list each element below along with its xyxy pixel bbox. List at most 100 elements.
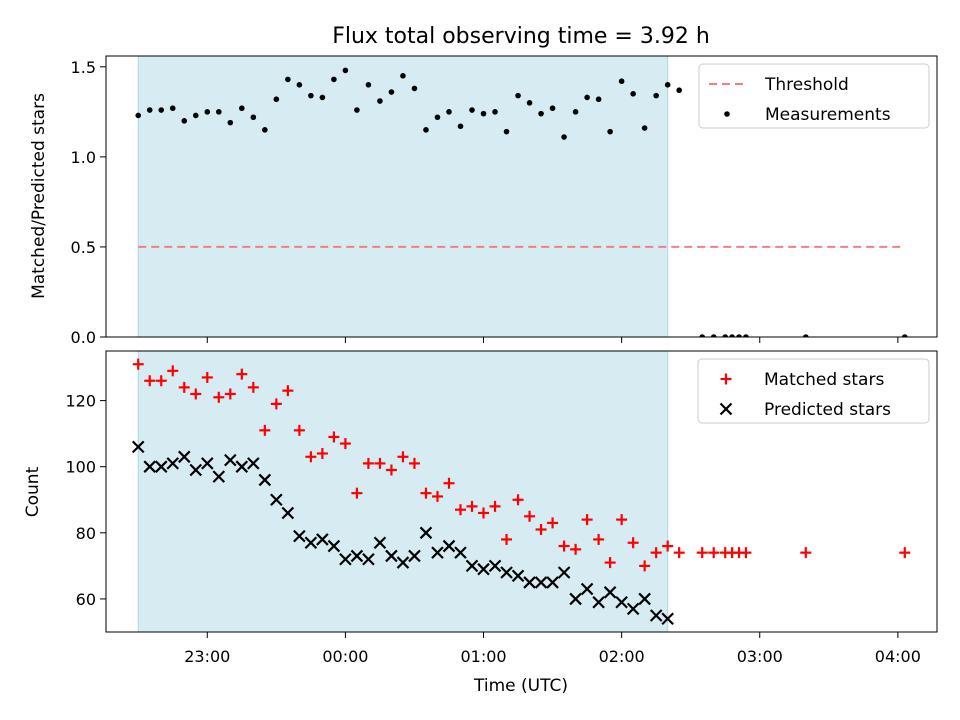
data-point-1-1-24 — [408, 549, 421, 563]
data-point-1-0-3 — [167, 365, 179, 377]
data-point-0-1-40 — [595, 96, 602, 103]
data-point-1-0-20 — [362, 457, 374, 469]
chart-title: Flux total observing time = 3.92 h — [332, 24, 710, 49]
data-point-1-0-1 — [144, 375, 156, 387]
data-point-0-1-16 — [319, 94, 326, 101]
data-point-0-1-10 — [250, 114, 257, 121]
x-tick-label-0: 23:00 — [184, 647, 230, 666]
data-point-0-1-55 — [901, 334, 908, 337]
data-point-1-1-38 — [569, 592, 582, 606]
data-point-0-1-47 — [676, 87, 682, 94]
data-point-1-1-41 — [603, 586, 617, 599]
series-layer-1 — [131, 358, 911, 626]
data-point-1-1-26-b — [431, 546, 444, 559]
legend-1 — [697, 358, 930, 424]
data-point-1-1-17 — [327, 539, 341, 553]
data-point-1-0-36 — [547, 517, 559, 529]
data-point-1-0-15 — [305, 451, 317, 463]
x-tick-label-5: 04:00 — [875, 647, 921, 666]
data-point-1-0-55 — [899, 547, 911, 559]
data-point-0-1-2 — [158, 107, 165, 113]
y-tick-label-0-1: 0.5 — [71, 238, 96, 257]
data-point-1-1-43 — [626, 602, 640, 616]
data-point-1-1-20-b — [362, 552, 375, 566]
data-point-1-0-25 — [420, 487, 432, 499]
x-tick-label-1: 00:00 — [322, 647, 368, 666]
data-point-1-1-21 — [373, 536, 387, 550]
data-point-1-1-8-b — [224, 453, 237, 467]
data-point-1-1-25 — [419, 526, 433, 540]
data-point-1-1-8 — [224, 453, 237, 467]
data-point-0-1-31 — [492, 109, 498, 115]
legend-key-1-0 — [720, 373, 732, 385]
data-point-0-1-34 — [526, 100, 533, 106]
series-1-1 — [131, 440, 674, 626]
data-point-1-1-42-b — [615, 595, 628, 609]
series-layer-0 — [135, 67, 908, 337]
data-point-0-1-33 — [515, 92, 521, 99]
data-point-1-1-9 — [235, 460, 249, 473]
data-point-1-1-28-b — [454, 546, 467, 559]
data-point-1-0-40 — [593, 533, 605, 545]
data-point-1-0-29 — [466, 500, 478, 512]
data-point-0-1-24 — [411, 85, 418, 92]
data-point-1-1-45-b — [649, 609, 663, 622]
legend-label-1-0: Matched stars — [764, 370, 884, 390]
data-point-1-0-14 — [293, 424, 305, 436]
data-point-1-1-7 — [212, 470, 226, 483]
data-point-1-1-19 — [350, 549, 364, 563]
data-point-1-1-37 — [557, 566, 571, 579]
data-point-1-1-32 — [500, 566, 513, 579]
data-point-1-0-12 — [270, 398, 282, 410]
y-tick-label-0-3: 1.5 — [71, 58, 96, 77]
data-point-1-1-14-b — [293, 529, 306, 543]
data-point-1-1-14 — [293, 529, 306, 543]
data-point-1-1-18 — [339, 552, 352, 566]
y-tick-label-1-3: 120 — [65, 392, 96, 411]
data-point-1-0-11 — [259, 424, 271, 436]
data-point-0-1-44 — [641, 125, 648, 131]
data-point-1-1-46-b — [661, 612, 674, 626]
data-point-1-1-16 — [316, 533, 329, 546]
data-point-1-1-30 — [477, 562, 490, 576]
y-tick-label-0-0: 0.0 — [71, 328, 96, 347]
data-point-1-1-42 — [615, 595, 628, 609]
data-point-1-1-27-b — [442, 539, 456, 553]
data-point-1-0-43 — [627, 537, 639, 549]
observing-span-1 — [137, 350, 669, 633]
data-point-1-0-47 — [673, 547, 685, 559]
data-point-1-1-3-b — [166, 457, 180, 470]
data-point-0-1-39 — [584, 94, 590, 101]
x-tick-label-3: 02:00 — [599, 647, 645, 666]
x-tick-label-4: 03:00 — [737, 647, 783, 666]
data-point-1-1-1-b — [143, 460, 157, 473]
data-point-0-1-12 — [273, 96, 280, 103]
data-point-1-0-26 — [431, 490, 443, 502]
data-point-1-1-12 — [270, 493, 283, 507]
data-point-1-1-29-b — [465, 559, 479, 573]
data-point-0-1-28 — [457, 123, 464, 130]
data-point-1-0-0 — [132, 358, 144, 370]
data-point-1-1-2-b — [154, 460, 168, 473]
data-point-1-0-4 — [178, 381, 190, 393]
x-tick-label-2: 01:00 — [460, 647, 506, 666]
data-point-1-1-19-b — [350, 549, 364, 563]
data-point-1-0-18 — [339, 438, 351, 450]
data-point-1-1-40 — [592, 595, 605, 609]
data-point-0-1-1 — [146, 107, 153, 113]
data-point-0-1-23 — [400, 73, 406, 79]
data-point-1-0-13 — [282, 385, 294, 397]
data-point-1-0-16 — [316, 447, 328, 459]
data-point-0-1-6 — [204, 109, 211, 115]
data-point-0-1-4 — [181, 118, 188, 124]
data-point-1-0-17 — [328, 431, 340, 443]
plot-frame-0 — [105, 55, 938, 338]
data-point-1-0-7 — [213, 391, 225, 403]
legend-label-0-0: Threshold — [764, 75, 849, 95]
data-point-0-1-46 — [664, 82, 671, 88]
data-point-1-1-34 — [523, 576, 536, 589]
data-point-1-1-17-b — [327, 539, 341, 553]
data-point-1-1-12-b — [270, 493, 283, 507]
data-point-1-1-45 — [649, 609, 663, 622]
